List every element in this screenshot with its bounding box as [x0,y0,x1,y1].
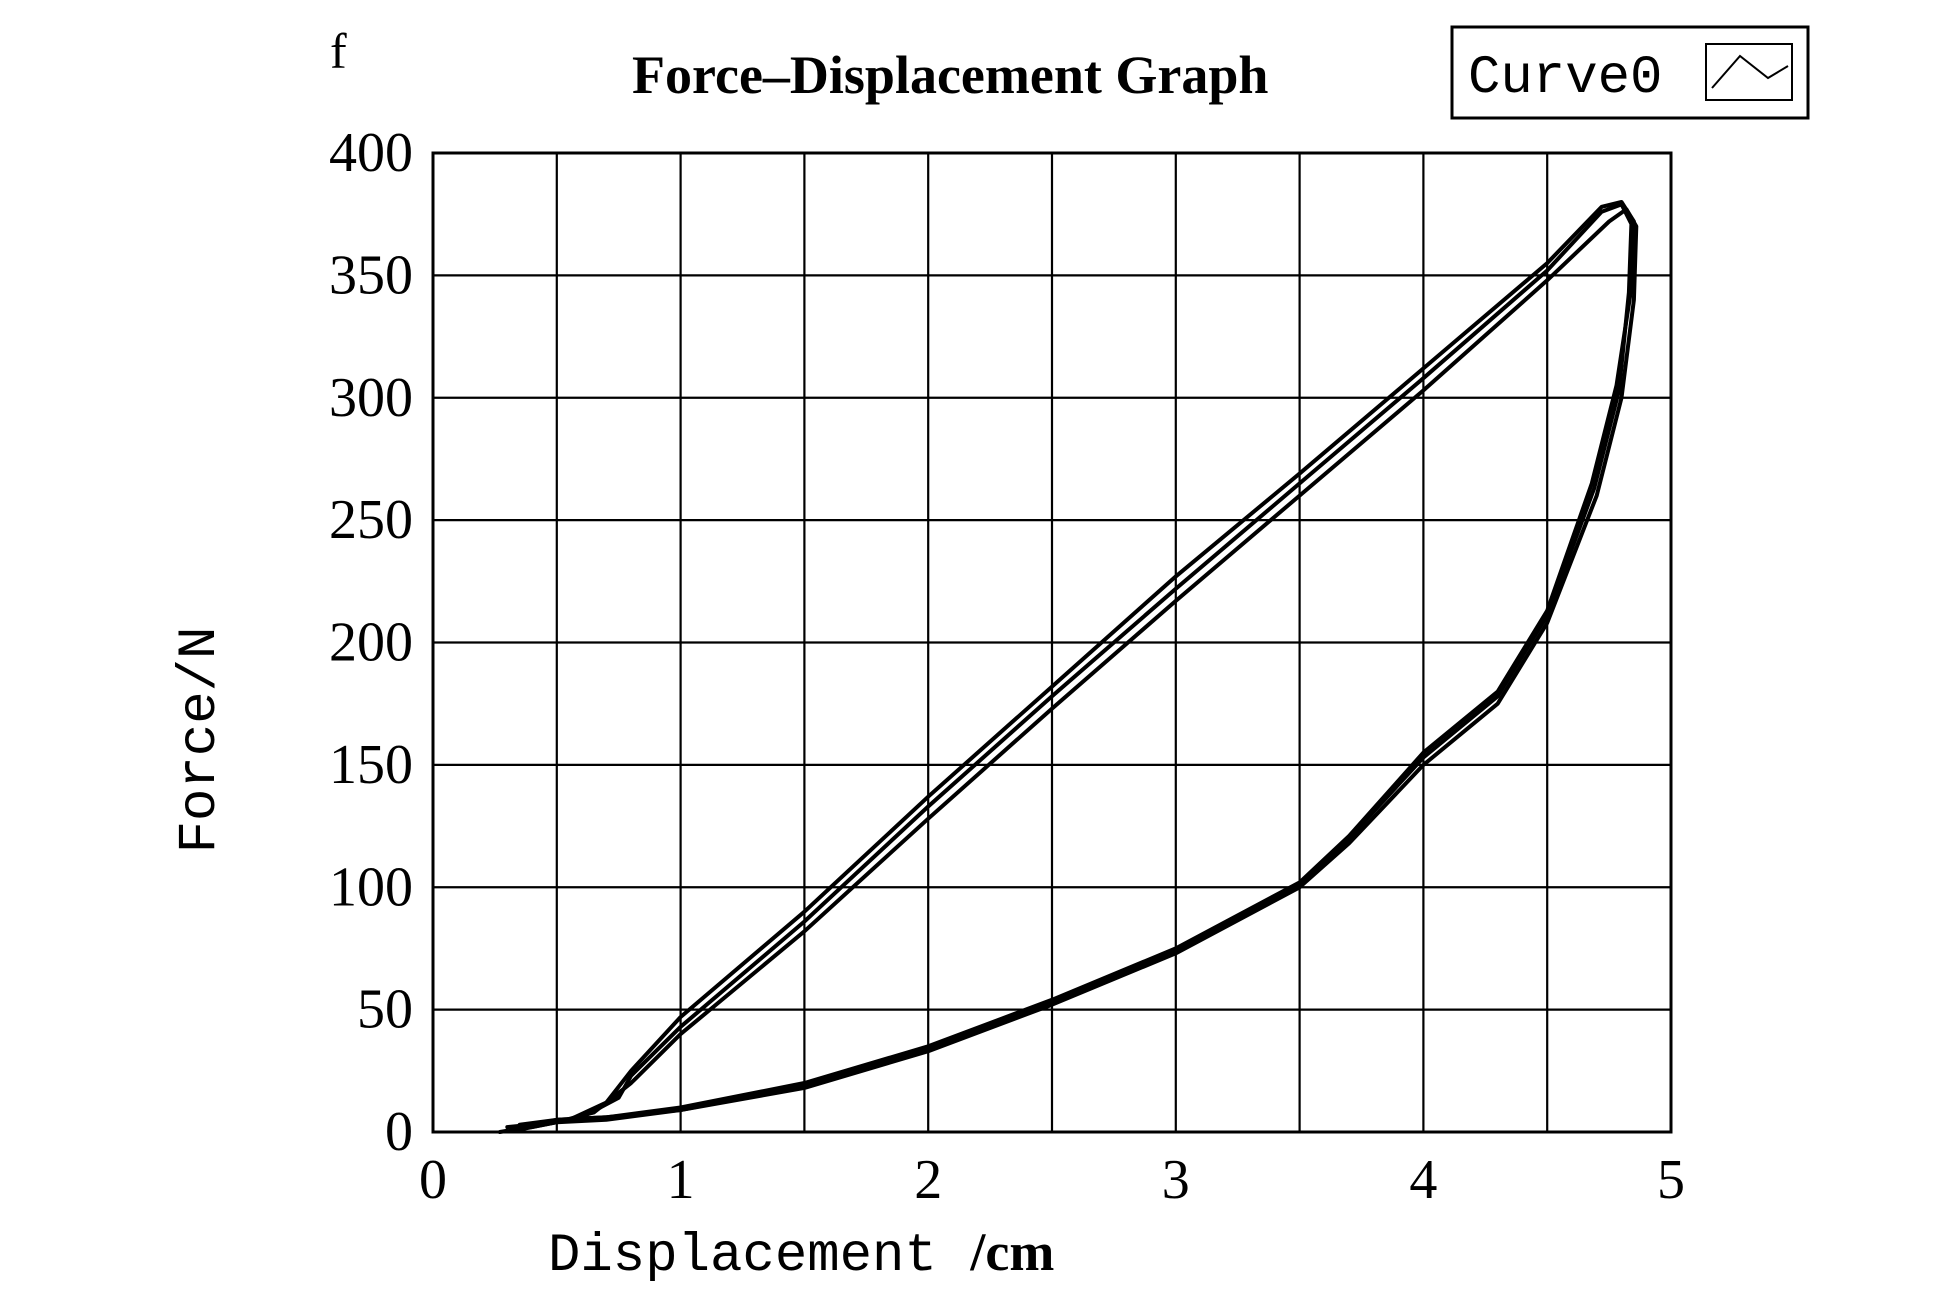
y-tick-label: 350 [329,244,413,306]
y-tick-label: 400 [329,122,413,184]
chart-title: Force–Displacement Graph [632,45,1268,105]
series-line-0 [497,207,1639,1134]
y-tick-label: 50 [357,979,413,1041]
y-axis-label: Force/N [170,627,231,854]
x-tick-label: 3 [1162,1149,1190,1211]
x-axis-label-text: Displacement [548,1226,937,1287]
x-tick-label: 1 [667,1149,695,1211]
curves [497,200,1639,1134]
x-tick-label: 2 [914,1149,942,1211]
series-line-2 [530,202,1634,1130]
plot-frame [431,151,1673,1134]
y-tick-label: 100 [329,856,413,918]
y-tick-label: 150 [329,734,413,796]
x-tick-label: 5 [1657,1149,1685,1211]
grid [433,151,1673,1132]
panel-label: f [330,23,347,79]
x-axis-label-unit: /cm [969,1222,1054,1282]
legend-entry-curve0: Curve0 [1468,48,1662,109]
y-tick-label: 300 [329,367,413,429]
series-line-1 [517,200,1636,1132]
y-tick-label: 250 [329,489,413,551]
y-tick-label: 200 [329,612,413,674]
legend-swatch-line-icon [1711,54,1789,89]
y-tick-label: 0 [385,1101,413,1163]
legend: Curve0 [1450,25,1810,120]
x-tick-label: 4 [1409,1149,1437,1211]
x-axis-label: Displacement /cm [548,1222,1054,1287]
x-tick-label: 0 [419,1149,447,1211]
